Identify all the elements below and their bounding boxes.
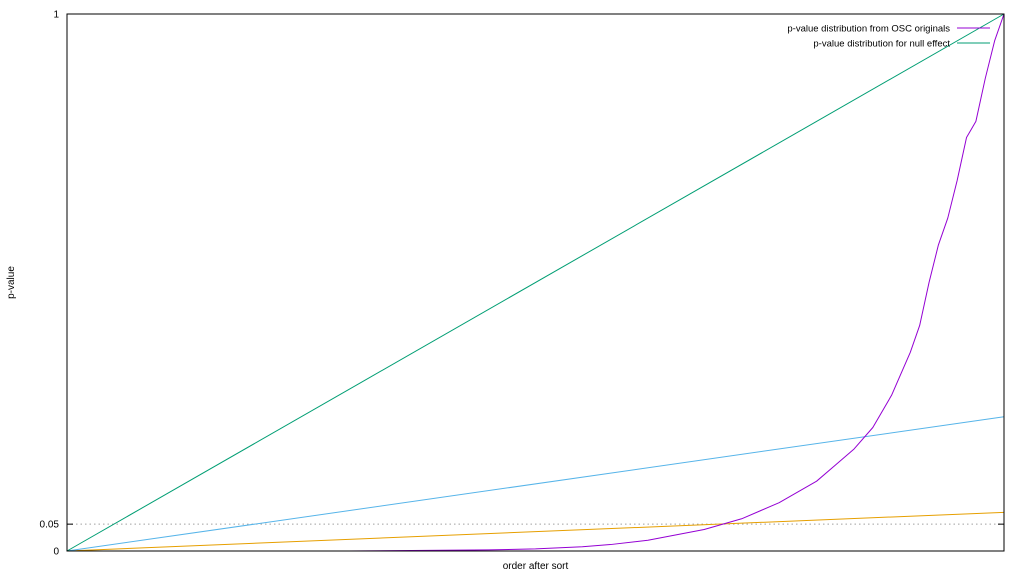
series-line-1 [66,13,1005,552]
plot-frame [66,13,1005,552]
y-axis-label: p-value [6,266,17,299]
series-line-0 [67,13,1005,552]
y-tick-label-1: 0.05 [40,520,60,531]
tick-layer: 0 0.05 1 [40,10,1004,558]
legend-label-0: p-value distribution from OSC originals [787,24,950,35]
x-axis-label: order after sort [503,561,569,572]
series-line-2 [66,416,1005,552]
y-tick-label-0: 0 [53,547,59,558]
legend: p-value distribution from OSC originals p… [787,24,990,50]
series-layer [66,13,1005,552]
legend-label-1: p-value distribution for null effect [813,39,950,50]
series-line-3 [66,511,1005,552]
y-tick-label-2: 1 [53,10,59,21]
